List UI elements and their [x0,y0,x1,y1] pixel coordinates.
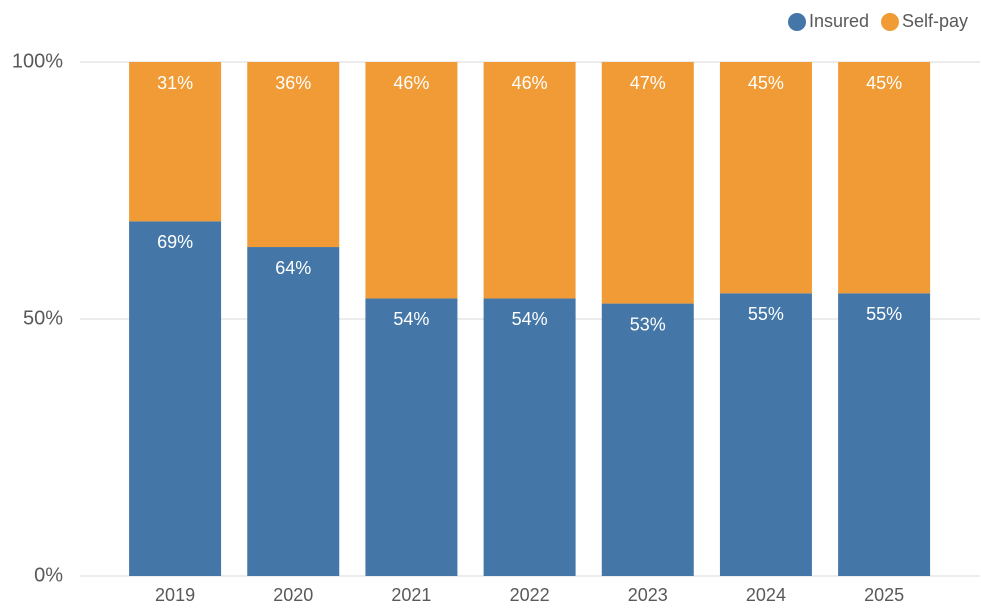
legend-marker [788,13,806,31]
bar-segment [483,62,576,299]
value-label: 45% [866,73,902,93]
value-label: 46% [393,73,429,93]
x-tick-label: 2025 [864,585,904,605]
value-label: 54% [512,309,548,329]
x-tick-label: 2023 [628,585,668,605]
x-tick-label: 2021 [391,585,431,605]
value-label: 55% [866,304,902,324]
bar-segment [601,303,694,576]
bar-segment [247,247,340,577]
value-label: 47% [630,73,666,93]
x-tick-label: 2022 [510,585,550,605]
value-label: 64% [275,258,311,278]
x-tick-label: 2019 [155,585,195,605]
bar-segment [483,298,576,576]
bar-segment [365,62,458,299]
value-label: 54% [393,309,429,329]
y-tick-label: 100% [12,50,63,72]
legend-marker [881,13,899,31]
y-tick-label: 0% [34,564,63,586]
x-tick-label: 2024 [746,585,786,605]
bar-segment [838,293,931,576]
bar-segment [365,298,458,576]
legend-label: Insured [809,11,869,31]
value-label: 55% [748,304,784,324]
bar-segment [129,62,222,222]
value-label: 53% [630,314,666,334]
bar-segment [247,62,340,248]
value-label: 69% [157,232,193,252]
bar-segment [719,293,812,576]
y-tick-label: 50% [23,307,63,329]
value-label: 46% [512,73,548,93]
x-tick-label: 2020 [273,585,313,605]
bar-segment [719,62,812,294]
legend-label: Self-pay [902,11,968,31]
value-label: 36% [275,73,311,93]
bar-segment [838,62,931,294]
value-label: 31% [157,73,193,93]
value-label: 45% [748,73,784,93]
bar-segment [601,62,694,304]
bar-segment [129,221,222,576]
